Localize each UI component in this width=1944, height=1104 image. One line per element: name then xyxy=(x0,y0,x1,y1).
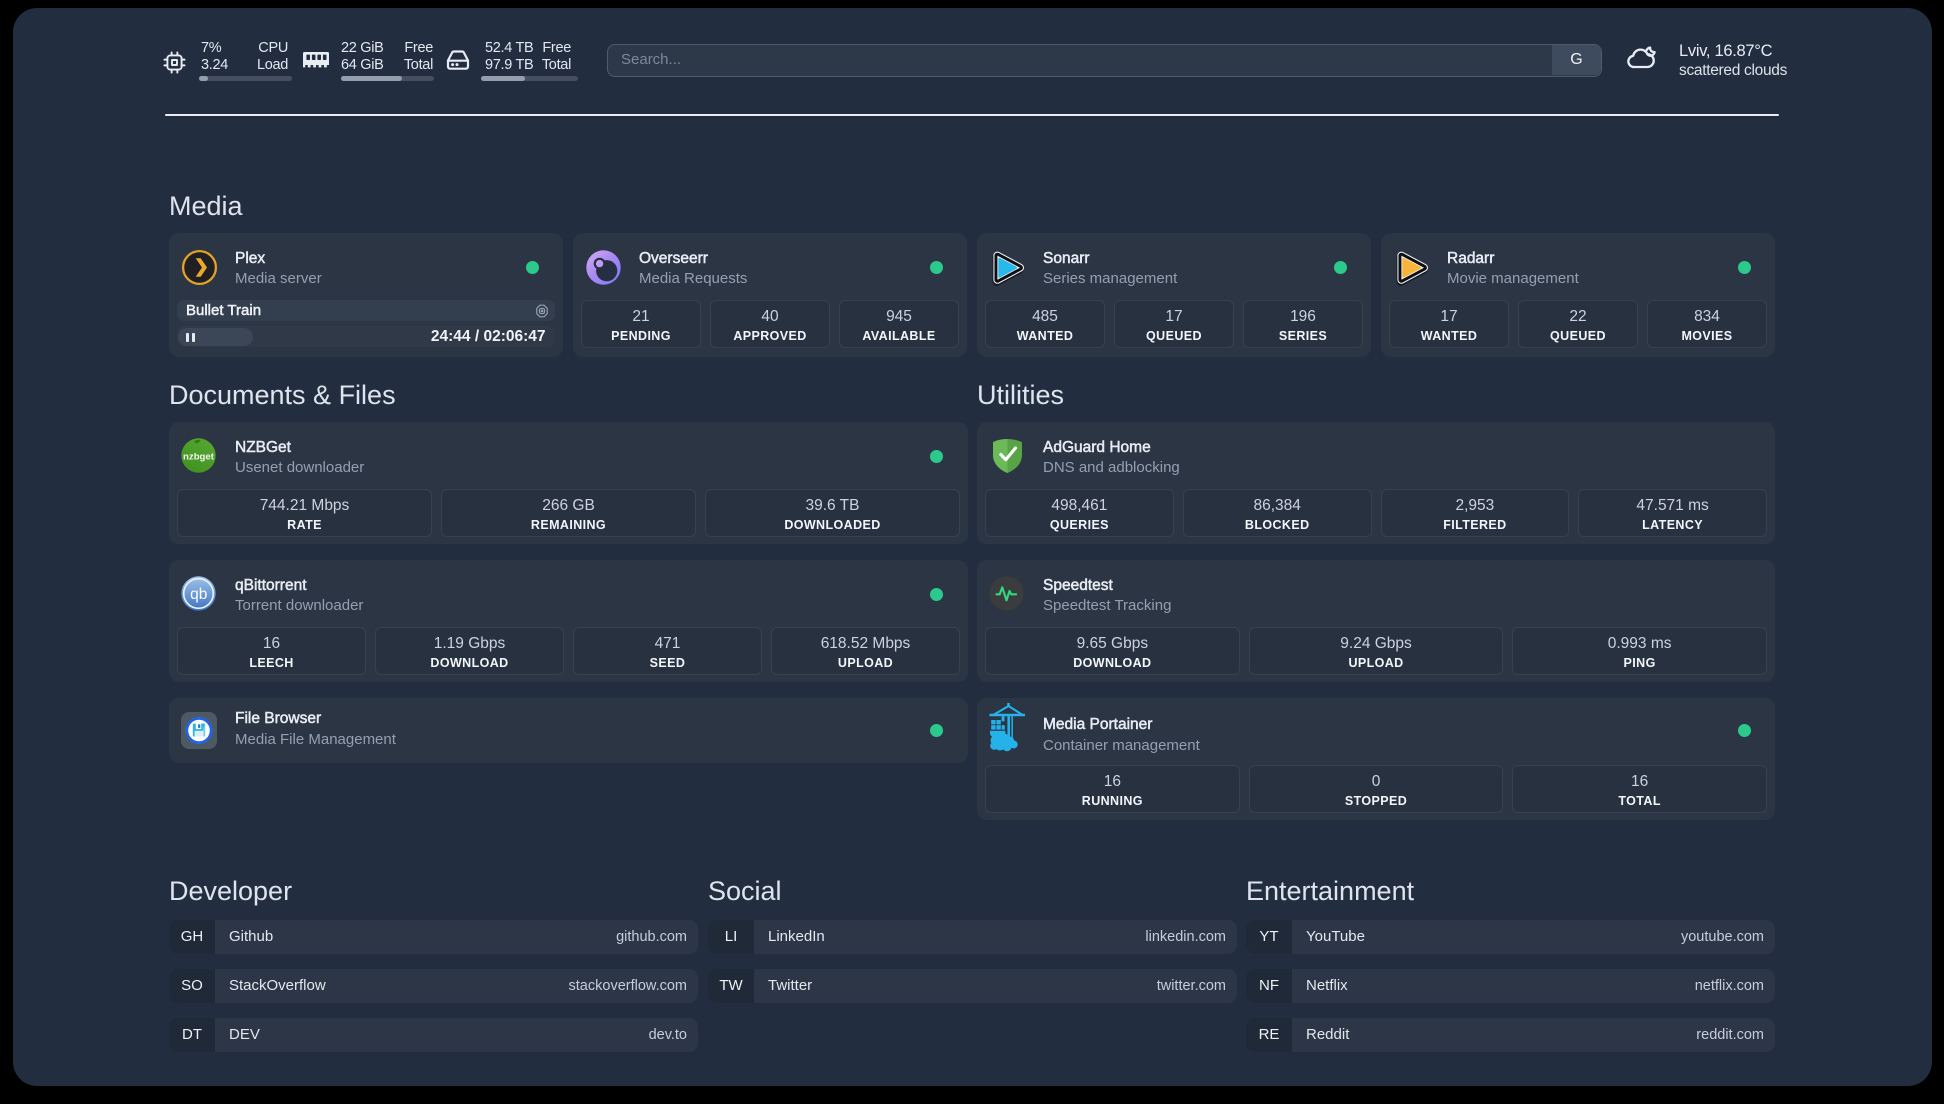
svg-text:qb: qb xyxy=(190,586,207,603)
svg-text:nzbget: nzbget xyxy=(183,452,215,463)
